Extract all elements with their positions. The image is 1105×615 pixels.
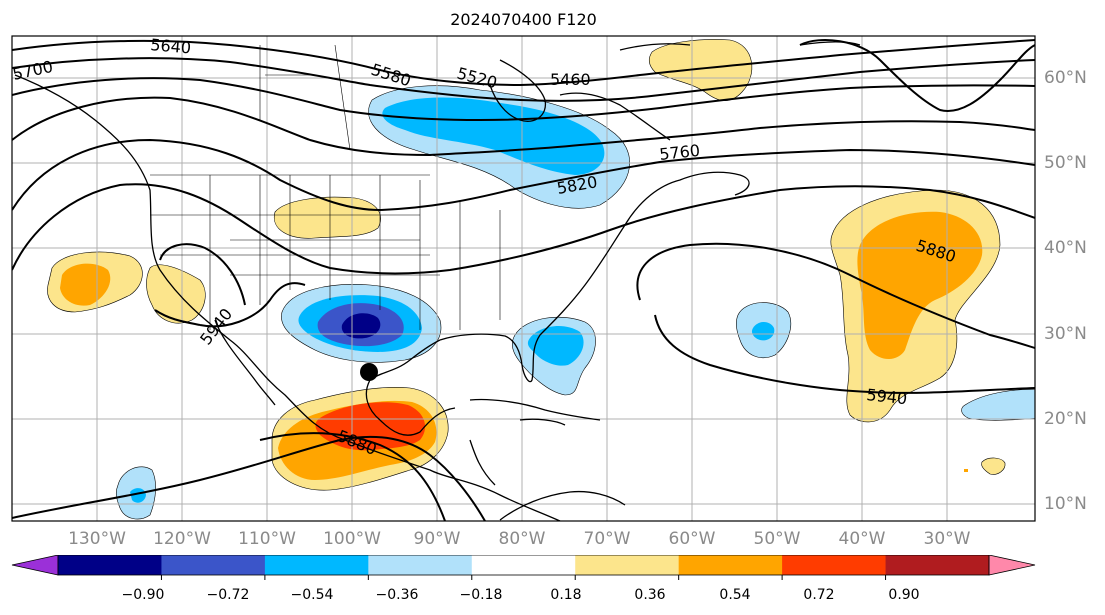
lon-label: 120°W bbox=[153, 529, 211, 549]
anomaly-negative-east bbox=[961, 389, 1035, 421]
colorbar-swatch bbox=[782, 555, 887, 575]
colorbar-swatch bbox=[264, 555, 369, 575]
anomaly-positive-labrador bbox=[649, 39, 753, 101]
colorbar-tick: 0.72 bbox=[803, 587, 835, 603]
lon-label: 100°W bbox=[323, 529, 381, 549]
lat-label: 20°N bbox=[1044, 409, 1087, 429]
colorbar-swatch bbox=[575, 555, 680, 575]
contour-label: 5460 bbox=[550, 70, 591, 89]
colorbar-swatch bbox=[471, 555, 576, 575]
anomaly-shading bbox=[47, 39, 1035, 520]
colorbar-swatch bbox=[678, 555, 783, 575]
colorbar bbox=[11, 555, 1036, 580]
lon-label: 110°W bbox=[238, 529, 296, 549]
lon-label: 50°W bbox=[753, 529, 801, 549]
contour-label: 5940 bbox=[866, 385, 908, 408]
colorbar-tick: −0.72 bbox=[206, 587, 250, 603]
colorbar-tick: 0.18 bbox=[550, 587, 582, 603]
colorbar-tick: 0.54 bbox=[719, 587, 751, 603]
colorbar-tick: 0.36 bbox=[634, 587, 666, 603]
lat-label: 30°N bbox=[1044, 324, 1087, 344]
lon-label: 30°W bbox=[923, 529, 971, 549]
lat-label: 10°N bbox=[1044, 494, 1087, 514]
lat-label: 50°N bbox=[1044, 153, 1087, 173]
colorbar-extend-high bbox=[988, 555, 1036, 576]
contour-label: 5760 bbox=[658, 141, 700, 164]
map-frame bbox=[11, 35, 1036, 522]
contour-label: 5940 bbox=[196, 305, 236, 349]
colorbar-swatch bbox=[161, 555, 266, 575]
colorbar-extend-low bbox=[11, 555, 59, 576]
colorbar-swatch bbox=[58, 555, 162, 575]
colorbar-frame bbox=[57, 555, 990, 576]
contour-label: 5640 bbox=[150, 35, 192, 57]
lon-label: 90°W bbox=[413, 529, 461, 549]
lon-label: 60°W bbox=[668, 529, 716, 549]
colorbar-swatch bbox=[368, 555, 473, 575]
lon-label: 70°W bbox=[583, 529, 631, 549]
colorbar-tick: −0.54 bbox=[290, 587, 334, 603]
graticule bbox=[12, 36, 1035, 521]
lon-label: 130°W bbox=[68, 529, 126, 549]
map-title: 2024070400 F120 bbox=[450, 10, 597, 29]
colorbar-tick: −0.18 bbox=[459, 587, 503, 603]
contour-label: 5700 bbox=[11, 57, 55, 84]
lon-label: 80°W bbox=[498, 529, 546, 549]
colorbar-tick: −0.90 bbox=[121, 587, 165, 603]
coastlines bbox=[14, 41, 861, 521]
state-borders bbox=[150, 44, 501, 330]
colorbar-swatch bbox=[885, 555, 990, 575]
lon-label: 40°W bbox=[838, 529, 886, 549]
colorbar-tick: −0.36 bbox=[375, 587, 419, 603]
lat-label: 60°N bbox=[1044, 68, 1087, 88]
lat-label: 40°N bbox=[1044, 238, 1087, 258]
storm-center-marker bbox=[360, 363, 378, 381]
colorbar-tick: 0.90 bbox=[888, 587, 920, 603]
height-contours bbox=[12, 39, 1035, 521]
